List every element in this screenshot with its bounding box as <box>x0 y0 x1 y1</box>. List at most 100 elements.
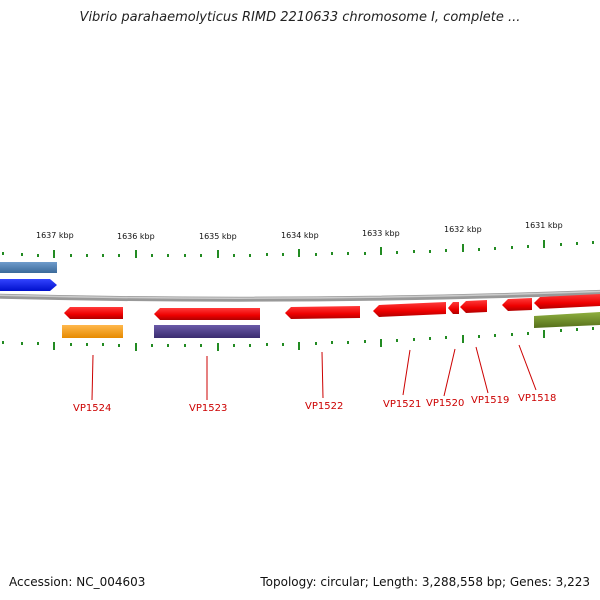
feature-orange[interactable] <box>62 325 123 338</box>
minor-tick <box>396 251 398 254</box>
leader-line-vp1518 <box>518 344 537 391</box>
gene-label-vp1524[interactable]: VP1524 <box>73 403 111 414</box>
scale-label-1633: 1633 kbp <box>362 229 400 238</box>
minor-tick <box>151 344 153 347</box>
scale-label-1635: 1635 kbp <box>199 232 237 241</box>
minor-tick <box>396 339 398 342</box>
feature-blue-arrow[interactable] <box>0 279 57 291</box>
minor-tick <box>249 344 251 347</box>
scale-label-1637: 1637 kbp <box>36 231 74 240</box>
minor-tick <box>478 248 480 251</box>
gene-label-vp1519[interactable]: VP1519 <box>471 395 509 406</box>
minor-tick <box>266 343 268 346</box>
minor-tick <box>576 328 578 331</box>
cds-arrow-vp1521[interactable] <box>373 302 446 317</box>
minor-tick <box>494 247 496 250</box>
minor-tick <box>233 254 235 257</box>
leader-line-vp1520 <box>443 348 456 397</box>
minor-tick <box>37 254 39 257</box>
leader-line-vp1524 <box>91 354 94 401</box>
major-tick <box>53 342 55 350</box>
minor-tick <box>249 254 251 257</box>
minor-tick <box>429 250 431 253</box>
minor-tick <box>494 334 496 337</box>
minor-tick <box>200 254 202 257</box>
minor-tick <box>21 253 23 256</box>
major-tick <box>543 240 545 248</box>
gene-label-vp1520[interactable]: VP1520 <box>426 398 464 409</box>
cds-arrow-vp1523[interactable] <box>154 308 260 320</box>
minor-tick <box>478 335 480 338</box>
cds-arrow-vp1518[interactable] <box>502 298 532 311</box>
minor-tick <box>167 344 169 347</box>
major-tick <box>217 250 219 258</box>
major-tick <box>380 247 382 255</box>
major-tick <box>217 343 219 351</box>
major-tick <box>298 249 300 257</box>
minor-tick <box>560 329 562 332</box>
major-tick <box>380 339 382 347</box>
minor-tick <box>282 343 284 346</box>
minor-tick <box>184 344 186 347</box>
minor-tick <box>445 336 447 339</box>
minor-tick <box>331 341 333 344</box>
gene-label-vp1523[interactable]: VP1523 <box>189 403 227 414</box>
major-tick <box>53 250 55 258</box>
gene-label-vp1521[interactable]: VP1521 <box>383 399 421 410</box>
inner-tick-ring <box>2 327 594 351</box>
minor-tick <box>200 344 202 347</box>
minor-tick <box>364 252 366 255</box>
cds-arrow-vp1522[interactable] <box>285 306 360 319</box>
minor-tick <box>429 337 431 340</box>
major-tick <box>462 244 464 252</box>
minor-tick <box>86 254 88 257</box>
minor-tick <box>233 344 235 347</box>
major-tick <box>543 330 545 338</box>
cds-arrow-offscreen[interactable] <box>534 294 600 309</box>
minor-tick <box>2 341 4 344</box>
minor-tick <box>184 254 186 257</box>
map-title: Vibrio parahaemolyticus RIMD 2210633 chr… <box>79 10 521 25</box>
minor-tick <box>167 254 169 257</box>
feature-purple[interactable] <box>154 325 260 338</box>
scale-label-1632: 1632 kbp <box>444 225 482 234</box>
minor-tick <box>364 340 366 343</box>
major-tick <box>462 335 464 343</box>
scale-label-1634: 1634 kbp <box>281 231 319 240</box>
feature-steelblue[interactable] <box>0 262 57 273</box>
minor-tick <box>592 241 594 244</box>
minor-tick <box>511 246 513 249</box>
minor-tick <box>102 254 104 257</box>
scale-label-1636: 1636 kbp <box>117 232 155 241</box>
minor-tick <box>282 253 284 256</box>
cds-arrow-vp1519[interactable] <box>460 300 487 313</box>
minor-tick <box>266 253 268 256</box>
minor-tick <box>2 252 4 255</box>
gene-label-vp1522[interactable]: VP1522 <box>305 401 343 412</box>
feature-olive[interactable] <box>534 312 600 328</box>
leader-line-vp1522 <box>321 351 324 399</box>
minor-tick <box>118 344 120 347</box>
minor-tick <box>347 341 349 344</box>
genome-summary-text: Topology: circular; Length: 3,288,558 bp… <box>260 575 590 589</box>
minor-tick <box>118 254 120 257</box>
minor-tick <box>560 243 562 246</box>
minor-tick <box>527 245 529 248</box>
major-tick <box>135 343 137 351</box>
minor-tick <box>70 254 72 257</box>
minor-tick <box>592 327 594 330</box>
minor-tick <box>21 342 23 345</box>
minor-tick <box>347 252 349 255</box>
minor-tick <box>331 252 333 255</box>
minor-tick <box>102 343 104 346</box>
major-tick <box>298 342 300 350</box>
minor-tick <box>37 342 39 345</box>
cds-arrow-vp1524[interactable] <box>64 307 123 319</box>
minor-tick <box>315 342 317 345</box>
accession-text: Accession: NC_004603 <box>9 575 146 589</box>
cds-arrow-vp1520[interactable] <box>448 302 459 314</box>
minor-tick <box>413 338 415 341</box>
minor-tick <box>413 250 415 253</box>
gene-label-vp1518[interactable]: VP1518 <box>518 393 556 404</box>
